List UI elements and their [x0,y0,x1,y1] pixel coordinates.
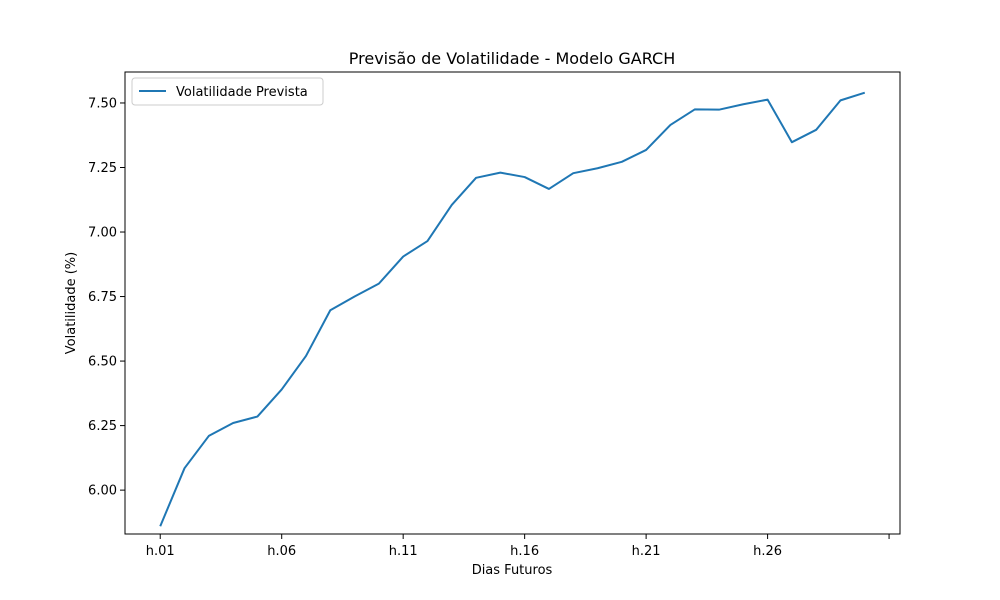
y-tick-label: 6.75 [88,290,117,305]
x-axis-label: Dias Futuros [472,563,553,578]
y-tick-label: 6.25 [88,419,117,434]
legend-box [131,77,324,106]
y-tick-label: 6.00 [88,484,117,499]
legend-label: Volatilidade Prevista [176,85,308,100]
y-tick-label: 6.50 [88,355,117,370]
x-tick-label: h.06 [267,544,296,559]
y-axis-label: Volatilidade (%) [64,252,79,354]
series-layer [159,91,866,527]
y-tick-label: 7.25 [88,161,117,176]
series-line [159,91,866,527]
x-tick-label: h.01 [146,544,175,559]
y-axis: 6.00 6.25 6.50 6.75 7.00 7.25 7.50 [88,96,125,499]
x-tick-label: h.26 [753,544,782,559]
y-tick-label: 7.00 [88,226,117,241]
x-tick-label: h.21 [632,544,661,559]
x-tick-label: h.11 [389,544,418,559]
chart-title: Previsão de Volatilidade - Modelo GARCH [349,49,676,68]
plot-area-frame [124,71,901,535]
x-axis: h.01 h.06 h.11 h.16 h.21 h.26 [146,534,890,559]
legend: Volatilidade Prevista [131,77,324,106]
y-tick-label: 7.50 [88,96,117,111]
x-tick-label: h.16 [510,544,539,559]
